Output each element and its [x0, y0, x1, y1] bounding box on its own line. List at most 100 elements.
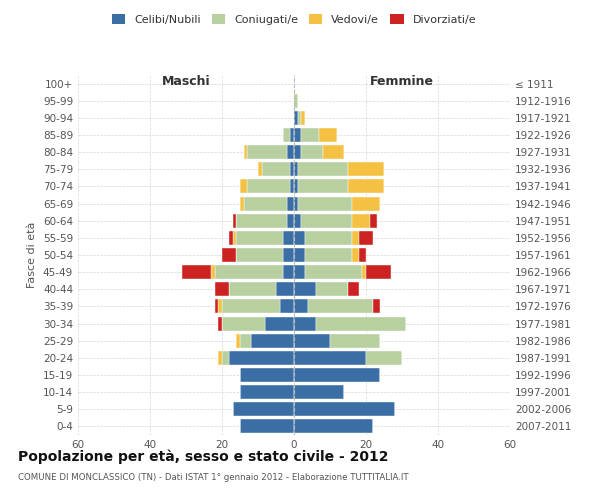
Bar — [283, 265, 294, 279]
Bar — [319, 128, 337, 142]
Bar — [222, 300, 280, 314]
Bar — [298, 180, 348, 194]
Bar — [240, 180, 247, 194]
Bar — [294, 282, 316, 296]
Bar — [362, 265, 366, 279]
Bar — [301, 145, 323, 159]
Bar — [348, 282, 359, 296]
Bar — [218, 316, 222, 330]
Bar — [298, 196, 352, 210]
Y-axis label: Fasce di età: Fasce di età — [28, 222, 37, 288]
Bar — [352, 214, 370, 228]
Bar — [247, 180, 290, 194]
Bar — [222, 351, 229, 365]
Bar — [348, 180, 384, 194]
Bar — [251, 334, 294, 347]
Bar — [305, 231, 352, 245]
Bar — [301, 111, 305, 125]
Bar — [283, 248, 294, 262]
Bar — [258, 162, 262, 176]
Bar — [236, 334, 240, 347]
Bar — [218, 300, 222, 314]
Bar — [294, 128, 301, 142]
Bar — [215, 265, 283, 279]
Bar — [211, 265, 215, 279]
Bar — [222, 316, 265, 330]
Bar — [229, 231, 233, 245]
Bar — [290, 180, 294, 194]
Bar — [233, 402, 294, 416]
Bar — [294, 180, 298, 194]
Bar — [294, 420, 373, 434]
Bar — [236, 214, 287, 228]
Bar — [294, 231, 305, 245]
Bar — [294, 300, 308, 314]
Bar — [240, 196, 244, 210]
Bar — [301, 128, 319, 142]
Bar — [294, 94, 298, 108]
Text: Femmine: Femmine — [370, 75, 434, 88]
Bar — [276, 282, 294, 296]
Bar — [352, 196, 380, 210]
Bar — [236, 248, 283, 262]
Bar — [233, 231, 236, 245]
Text: COMUNE DI MONCLASSICO (TN) - Dati ISTAT 1° gennaio 2012 - Elaborazione TUTTITALI: COMUNE DI MONCLASSICO (TN) - Dati ISTAT … — [18, 472, 409, 482]
Bar — [298, 162, 348, 176]
Bar — [370, 214, 377, 228]
Bar — [323, 145, 344, 159]
Bar — [305, 265, 362, 279]
Bar — [236, 231, 283, 245]
Bar — [240, 420, 294, 434]
Bar — [294, 111, 298, 125]
Bar — [283, 128, 290, 142]
Bar — [233, 214, 236, 228]
Bar — [294, 162, 298, 176]
Bar — [287, 196, 294, 210]
Bar — [222, 248, 236, 262]
Text: Maschi: Maschi — [161, 75, 211, 88]
Bar — [294, 334, 330, 347]
Bar — [215, 282, 229, 296]
Bar — [287, 145, 294, 159]
Bar — [218, 351, 222, 365]
Bar — [262, 162, 290, 176]
Bar — [265, 316, 294, 330]
Bar — [229, 282, 276, 296]
Bar — [359, 231, 373, 245]
Bar — [352, 231, 359, 245]
Bar — [294, 368, 380, 382]
Bar — [247, 145, 287, 159]
Bar — [244, 145, 247, 159]
Bar — [294, 402, 395, 416]
Bar — [290, 162, 294, 176]
Bar — [182, 265, 211, 279]
Bar — [283, 231, 294, 245]
Bar — [373, 300, 380, 314]
Bar — [294, 351, 366, 365]
Bar — [240, 334, 251, 347]
Bar — [240, 368, 294, 382]
Bar — [359, 248, 366, 262]
Bar — [294, 196, 298, 210]
Bar — [280, 300, 294, 314]
Bar — [301, 214, 352, 228]
Text: Popolazione per età, sesso e stato civile - 2012: Popolazione per età, sesso e stato civil… — [18, 450, 389, 464]
Bar — [294, 385, 344, 399]
Bar — [366, 351, 402, 365]
Bar — [316, 316, 406, 330]
Bar — [352, 248, 359, 262]
Bar — [316, 282, 348, 296]
Bar — [287, 214, 294, 228]
Bar — [298, 111, 301, 125]
Bar — [294, 316, 316, 330]
Bar — [308, 300, 373, 314]
Bar — [240, 385, 294, 399]
Bar — [348, 162, 384, 176]
Bar — [290, 128, 294, 142]
Bar — [366, 265, 391, 279]
Bar — [330, 334, 380, 347]
Bar — [294, 248, 305, 262]
Bar — [294, 145, 301, 159]
Bar — [215, 300, 218, 314]
Legend: Celibi/Nubili, Coniugati/e, Vedovi/e, Divorziati/e: Celibi/Nubili, Coniugati/e, Vedovi/e, Di… — [109, 10, 479, 28]
